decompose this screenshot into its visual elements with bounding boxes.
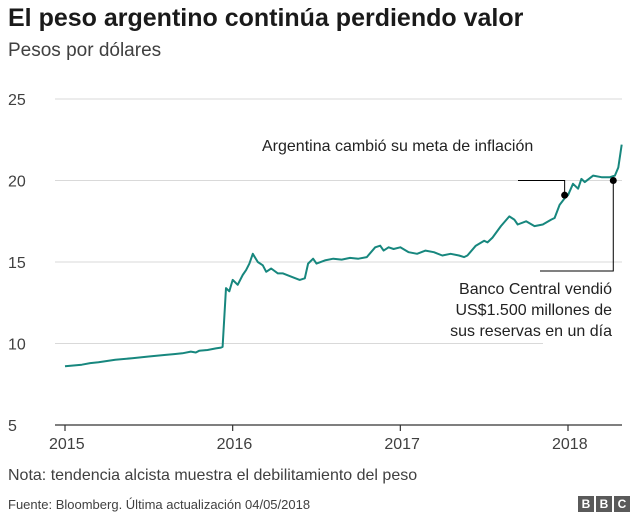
gridlines: [55, 98, 622, 344]
y-tick-label: 5: [8, 418, 17, 435]
chart-subtitle: Pesos por dólares: [8, 40, 162, 61]
series-line: [64, 144, 623, 368]
y-tick-label: 10: [8, 337, 26, 354]
y-tick-label: 20: [8, 174, 26, 191]
annotation-central-bank-line-2: US$1.500 millones de: [455, 302, 612, 319]
y-tick-label: 15: [8, 255, 26, 272]
bbc-logo-letter: B: [578, 496, 594, 512]
leader-central-bank: [540, 180, 614, 272]
bbc-logo: B B C: [578, 496, 630, 512]
annotation-inflation-target: Argentina cambió su meta de inflación: [262, 138, 534, 155]
y-axis-ticks: 5 10 15 20 25: [8, 92, 26, 435]
bbc-logo-letter: C: [614, 496, 630, 512]
marker-inflation-target: [561, 191, 569, 199]
series-layer: [64, 144, 623, 368]
annotation-central-bank-line-3: sus reservas en un día: [450, 323, 612, 340]
chart-source: Fuente: Bloomberg. Última actualización …: [8, 497, 311, 512]
leader-inflation-target: [518, 180, 566, 196]
marker-central-bank: [609, 177, 617, 184]
bbc-logo-letter: B: [596, 496, 612, 512]
x-tick-label: 2018: [552, 436, 588, 453]
x-axis: 2015 2016 2017 2018: [49, 424, 622, 453]
chart-title: El peso argentino continúa perdiendo val…: [8, 4, 524, 32]
x-tick-label: 2016: [217, 436, 253, 453]
annotation-central-bank-line-1: Banco Central vendió: [459, 281, 612, 298]
annotation-markers: [561, 177, 617, 199]
annotation-leaders: [518, 180, 614, 272]
chart-note: Nota: tendencia alcista muestra el debil…: [8, 467, 418, 484]
line-chart: 5 10 15 20 25 2015 2016 2017 2018: [8, 92, 623, 453]
x-tick-label: 2017: [384, 436, 420, 453]
x-tick-label: 2015: [49, 436, 85, 453]
annotation-central-bank: Banco Central vendió US$1.500 millones d…: [450, 279, 612, 342]
y-tick-label: 25: [8, 92, 26, 109]
